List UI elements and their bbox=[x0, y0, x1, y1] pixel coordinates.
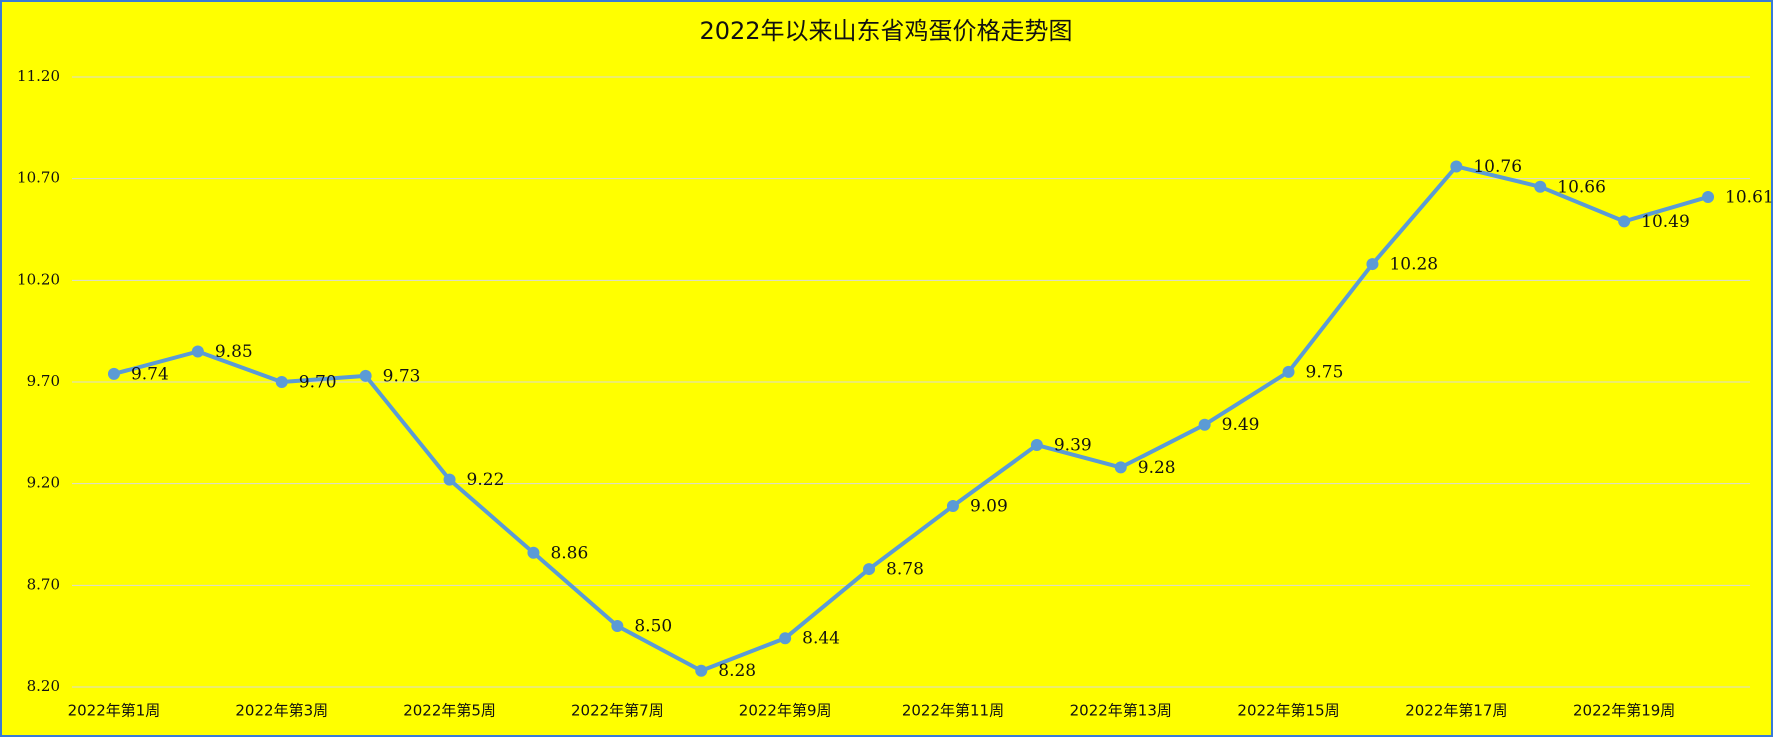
data-label: 10.28 bbox=[1389, 255, 1438, 275]
data-label: 9.70 bbox=[299, 373, 337, 393]
data-point bbox=[1450, 160, 1463, 173]
data-point bbox=[1366, 258, 1379, 271]
x-tick-label: 2022年第15周 bbox=[1237, 702, 1339, 720]
data-label: 8.44 bbox=[802, 629, 840, 649]
data-point bbox=[1114, 461, 1127, 474]
x-tick-label: 2022年第17周 bbox=[1405, 702, 1507, 720]
x-tick-label: 2022年第5周 bbox=[403, 702, 496, 720]
data-point bbox=[1030, 439, 1043, 452]
data-label: 10.61 bbox=[1725, 187, 1773, 207]
series-line bbox=[113, 164, 1709, 673]
data-point bbox=[1198, 418, 1211, 431]
data-point bbox=[863, 563, 876, 576]
x-tick-label: 2022年第7周 bbox=[571, 702, 664, 720]
y-tick-label: 10.70 bbox=[17, 169, 60, 187]
x-tick-label: 2022年第13周 bbox=[1070, 702, 1172, 720]
data-point bbox=[1282, 365, 1295, 378]
x-tick-label: 2022年第19周 bbox=[1573, 702, 1675, 720]
x-tick-label: 2022年第1周 bbox=[68, 702, 161, 720]
data-label: 8.50 bbox=[634, 617, 672, 637]
data-label: 9.22 bbox=[467, 470, 505, 490]
data-point bbox=[1702, 190, 1715, 203]
data-point bbox=[946, 500, 959, 513]
data-label: 9.75 bbox=[1306, 362, 1344, 382]
y-tick-label: 8.70 bbox=[27, 575, 60, 593]
data-label: 8.86 bbox=[550, 543, 588, 563]
y-tick-label: 10.20 bbox=[17, 270, 60, 288]
data-label: 9.39 bbox=[1054, 436, 1092, 456]
data-point bbox=[359, 369, 372, 382]
data-label: 10.66 bbox=[1557, 177, 1606, 197]
data-point bbox=[527, 546, 540, 559]
data-point bbox=[443, 473, 456, 486]
x-tick-label: 2022年第9周 bbox=[739, 702, 832, 720]
data-label: 9.74 bbox=[131, 364, 169, 384]
data-point bbox=[1534, 180, 1547, 193]
data-point bbox=[695, 664, 708, 677]
data-point bbox=[1618, 215, 1631, 228]
data-label: 8.78 bbox=[886, 560, 924, 580]
data-label: 8.28 bbox=[718, 661, 756, 681]
data-label: 9.49 bbox=[1222, 415, 1260, 435]
data-label: 9.85 bbox=[215, 342, 253, 362]
data-label: 10.76 bbox=[1473, 157, 1522, 177]
chart-title: 2022年以来山东省鸡蛋价格走势图 bbox=[699, 17, 1072, 45]
data-label: 9.28 bbox=[1138, 458, 1176, 478]
data-point bbox=[191, 345, 204, 358]
y-tick-label: 8.20 bbox=[27, 677, 60, 695]
x-tick-label: 2022年第11周 bbox=[902, 702, 1004, 720]
data-point bbox=[611, 620, 624, 632]
data-label: 9.73 bbox=[383, 366, 421, 386]
y-tick-label: 9.70 bbox=[27, 372, 60, 390]
data-point bbox=[107, 367, 120, 380]
data-point bbox=[779, 632, 792, 645]
y-tick-label: 11.20 bbox=[17, 67, 60, 85]
data-label: 10.49 bbox=[1641, 212, 1690, 232]
data-label: 9.09 bbox=[970, 497, 1008, 517]
data-point bbox=[275, 376, 288, 388]
x-tick-label: 2022年第3周 bbox=[235, 702, 328, 720]
y-tick-label: 9.20 bbox=[27, 474, 60, 492]
